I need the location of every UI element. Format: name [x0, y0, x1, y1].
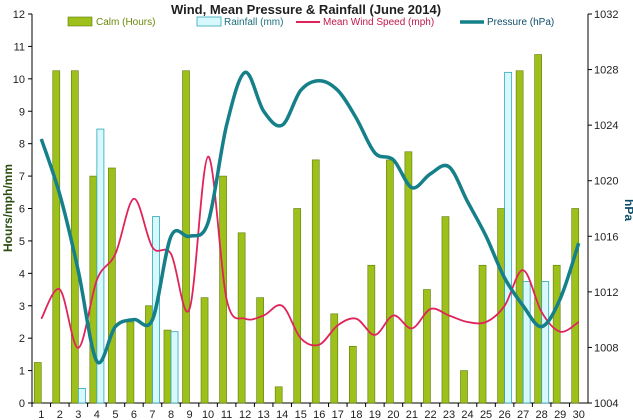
x-tick-label: 3	[75, 409, 81, 420]
x-tick-label: 22	[424, 409, 436, 420]
x-tick-label: 29	[554, 409, 566, 420]
rainfall-bar	[96, 128, 105, 404]
rainfall-bar	[77, 388, 86, 404]
legend-wind-label: Mean Wind Speed (mph)	[323, 17, 434, 28]
right-tick-label: 1016	[594, 231, 618, 243]
x-tick-label: 1	[38, 409, 44, 420]
left-tick-label: 3	[19, 301, 25, 313]
left-tick-label: 10	[13, 74, 25, 86]
calm-hours-bar	[534, 54, 542, 404]
left-tick-label: 6	[19, 204, 25, 216]
calm-hours-bar	[126, 321, 135, 404]
legend-calm-swatch	[67, 16, 93, 27]
right-axis-label: hPa	[622, 199, 633, 221]
calm-hours-bar	[386, 159, 394, 404]
x-tick-label: 21	[406, 409, 418, 420]
calm-hours-bar	[552, 264, 561, 404]
right-tick-label: 1032	[594, 9, 618, 21]
x-tick-label: 2	[57, 409, 63, 420]
rainfall-bar	[522, 281, 531, 404]
calm-hours-bar	[423, 289, 431, 404]
x-tick-label: 11	[221, 409, 232, 420]
calm-hours-bar	[571, 208, 580, 404]
calm-hours-bar	[200, 297, 209, 404]
x-tick-label: 14	[276, 409, 288, 420]
calm-hours-bar	[293, 208, 302, 404]
rainfall-bar	[541, 281, 550, 404]
x-tick-label: 15	[295, 409, 307, 420]
calm-hours-bar	[348, 345, 357, 404]
x-tick-label: 12	[239, 409, 251, 420]
right-tick-label: 1020	[594, 176, 618, 188]
left-tick-label: 0	[19, 398, 25, 410]
axes: 0123456789101112100410081012101610201024…	[13, 9, 619, 420]
legend-pressure-label: Pressure (hPa)	[487, 17, 554, 28]
chart-title: Wind, Mean Pressure & Rainfall (June 201…	[171, 2, 441, 17]
rainfall-bar	[170, 331, 179, 404]
calm-hours-bar	[108, 167, 116, 404]
x-tick-label: 18	[350, 409, 362, 420]
rainfall-bar	[504, 71, 513, 404]
bars	[33, 54, 580, 404]
left-tick-label: 9	[19, 106, 25, 118]
left-tick-label: 2	[19, 333, 25, 345]
calm-hours-bar	[441, 216, 450, 404]
calm-hours-bar	[163, 329, 172, 404]
x-tick-label: 4	[94, 409, 100, 420]
left-axis-label: Hours/mph/mm	[1, 164, 15, 252]
legend-rainfall-label: Rainfall (mm)	[224, 17, 283, 28]
x-tick-label: 10	[202, 409, 214, 420]
left-tick-label: 1	[19, 366, 25, 378]
x-tick-label: 7	[149, 409, 155, 420]
legend-calm-label: Calm (Hours)	[96, 17, 155, 28]
pressure-line	[39, 70, 581, 365]
x-tick-label: 24	[461, 409, 473, 420]
x-tick-label: 20	[387, 409, 399, 420]
x-tick-label: 26	[498, 409, 510, 420]
x-tick-label: 8	[168, 409, 174, 420]
lines	[39, 70, 581, 365]
right-tick-label: 1012	[594, 287, 618, 299]
left-tick-label: 4	[19, 268, 25, 280]
calm-hours-bar	[515, 70, 524, 404]
x-tick-label: 9	[186, 409, 192, 420]
left-tick-label: 7	[19, 171, 25, 183]
calm-hours-bar	[311, 159, 320, 404]
calm-hours-bar	[460, 370, 468, 404]
x-tick-label: 5	[112, 409, 118, 420]
x-tick-label: 17	[332, 409, 344, 420]
calm-hours-bar	[478, 264, 487, 404]
x-tick-label: 25	[480, 409, 492, 420]
wind-speed-line	[40, 155, 580, 349]
right-tick-label: 1004	[594, 398, 618, 410]
calm-hours-bar	[256, 297, 264, 404]
x-tick-label: 23	[443, 409, 455, 420]
x-tick-label: 16	[313, 409, 325, 420]
left-tick-label: 5	[19, 236, 25, 248]
x-tick-label: 19	[369, 409, 381, 420]
calm-hours-bar	[274, 386, 283, 404]
legend: Calm (Hours) Rainfall (mm) Mean Wind Speed…	[67, 16, 554, 28]
x-tick-label: 13	[258, 409, 270, 420]
left-tick-label: 11	[14, 41, 25, 53]
x-tick-label: 6	[131, 409, 137, 420]
x-tick-label: 30	[573, 409, 585, 420]
right-tick-label: 1024	[594, 120, 618, 132]
legend-rainfall-swatch	[196, 16, 222, 27]
calm-hours-bar	[404, 151, 413, 404]
calm-hours-bar	[219, 175, 227, 404]
right-tick-label: 1008	[594, 342, 618, 354]
calm-hours-bar	[33, 362, 42, 404]
left-tick-label: 12	[13, 9, 25, 21]
left-tick-label: 8	[19, 139, 25, 151]
x-tick-label: 27	[517, 409, 529, 420]
right-tick-label: 1028	[594, 65, 618, 77]
calm-hours-bar	[52, 70, 61, 404]
x-tick-label: 28	[536, 409, 548, 420]
calm-hours-bar	[330, 313, 339, 404]
